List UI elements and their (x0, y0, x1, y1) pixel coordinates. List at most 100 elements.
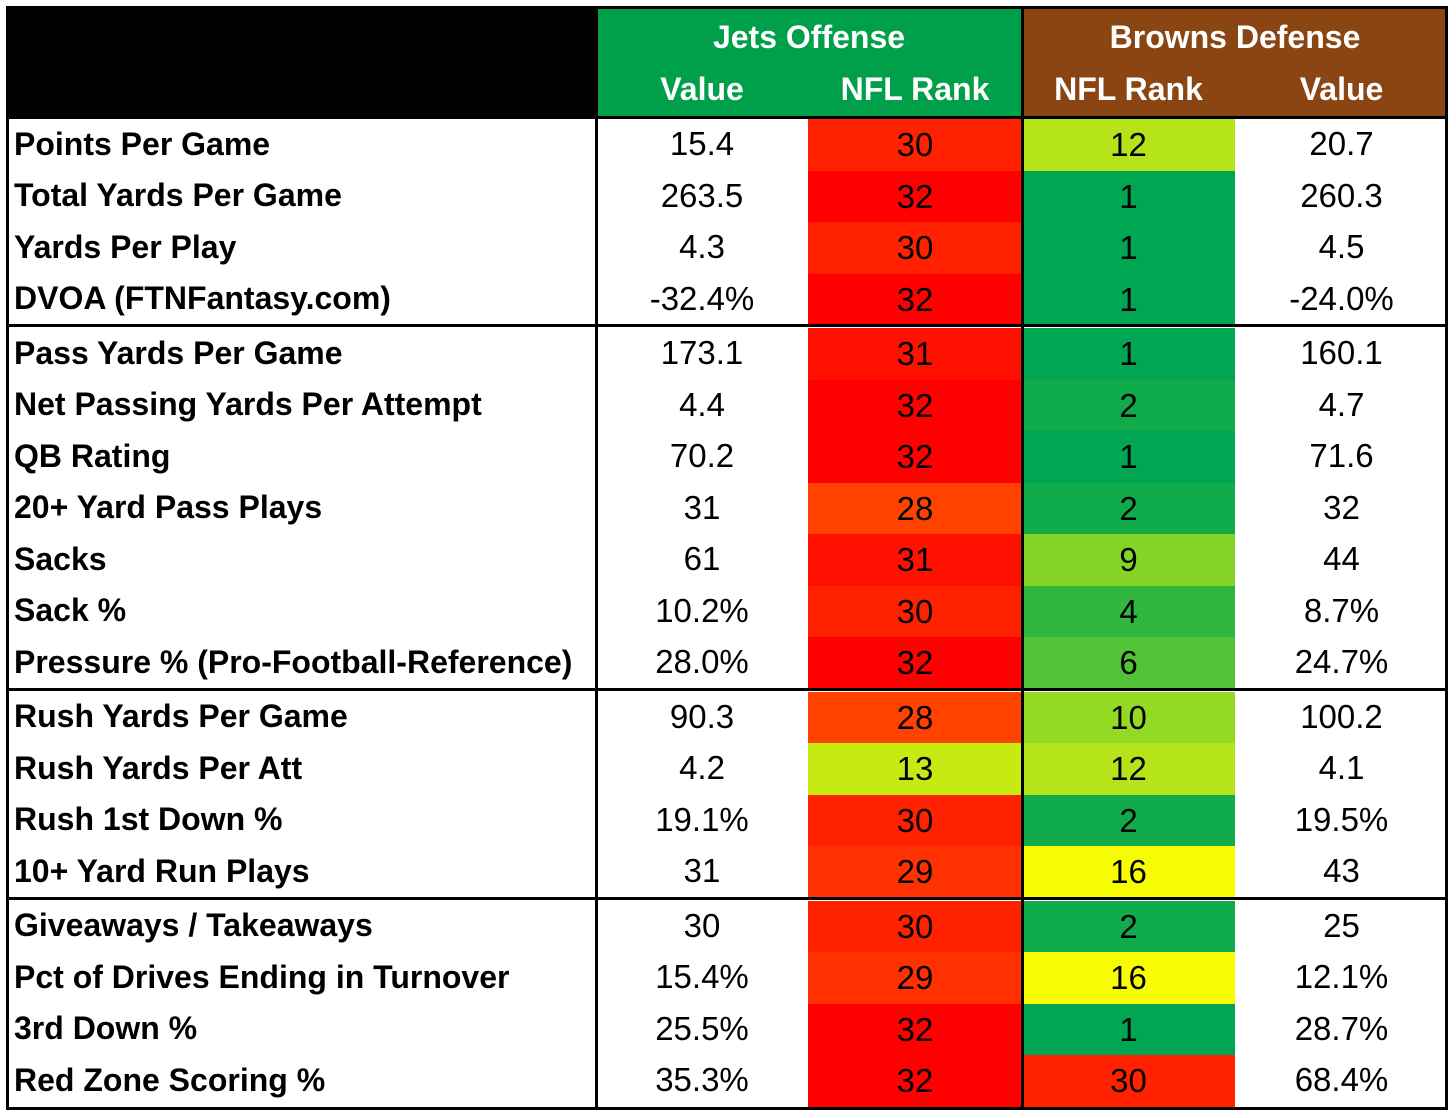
defense-rank: 2 (1022, 379, 1235, 431)
defense-value: 100.2 (1300, 697, 1383, 735)
stat-label: 20+ Yard Pass Plays (14, 489, 323, 526)
border-left (6, 6, 9, 1110)
header-corner (6, 6, 596, 116)
defense-rank-header: NFL Rank (1054, 71, 1203, 107)
offense-value-header: Value (660, 71, 744, 107)
group-divider (6, 896, 1448, 900)
group-divider (6, 687, 1448, 691)
offense-value: 25.5% (655, 1009, 749, 1047)
defense-value: 24.7% (1294, 643, 1389, 681)
column-divider-sides (1021, 6, 1024, 1110)
defense-rank: 2 (1022, 900, 1235, 952)
defense-value: 25 (1323, 906, 1360, 944)
defense-rank: 4 (1022, 585, 1235, 637)
defense-rank: 1 (1022, 1003, 1235, 1055)
offense-rank: 31 (808, 328, 1022, 380)
offense-rank: 29 (808, 952, 1022, 1004)
border-top (6, 6, 1448, 9)
offense-value: 30 (683, 906, 721, 944)
stat-label: Rush Yards Per Att (14, 749, 303, 786)
stat-label: Sack % (14, 592, 127, 629)
defense-value: 20.7 (1309, 125, 1374, 163)
defense-rank: 9 (1022, 534, 1235, 586)
defense-value: 28.7% (1294, 1009, 1389, 1047)
offense-value: 31 (683, 852, 721, 890)
stat-label: Total Yards Per Game (14, 177, 342, 214)
defense-rank: 12 (1022, 743, 1235, 795)
offense-value: 70.2 (669, 437, 735, 475)
offense-value: 10.2% (655, 591, 749, 629)
stat-label: Net Passing Yards Per Attempt (14, 386, 482, 423)
offense-value: 4.3 (679, 228, 725, 266)
stat-label: Giveaways / Takeaways (14, 907, 373, 944)
defense-header-bg (1022, 6, 1448, 116)
offense-rank: 13 (808, 743, 1022, 795)
defense-value: 43 (1323, 852, 1360, 890)
stat-label: 3rd Down % (14, 1010, 198, 1047)
defense-value: 44 (1323, 540, 1360, 578)
offense-rank: 28 (808, 482, 1022, 534)
stats-table: Jets Offense Value NFL Rank Browns Defense N… (6, 6, 1448, 1110)
offense-rank: 30 (808, 585, 1022, 637)
defense-rank: 6 (1022, 637, 1235, 689)
offense-rank: 32 (808, 379, 1022, 431)
offense-rank: 32 (808, 170, 1022, 222)
offense-value: 19.1% (655, 800, 749, 838)
defense-value: 32 (1323, 488, 1360, 526)
defense-rank: 1 (1022, 328, 1235, 380)
offense-value: 61 (683, 540, 721, 578)
offense-rank: 30 (808, 794, 1022, 846)
offense-value: -32.4% (649, 279, 755, 317)
offense-value: 35.3% (655, 1061, 749, 1099)
offense-value: 4.2 (679, 749, 725, 787)
offense-rank: 30 (808, 900, 1022, 952)
defense-rank: 1 (1022, 170, 1235, 222)
defense-rank: 2 (1022, 794, 1235, 846)
stat-label: 10+ Yard Run Plays (14, 852, 310, 889)
offense-value: 15.4 (669, 125, 735, 163)
stat-label: QB Rating (14, 437, 171, 474)
stat-label: Points Per Game (14, 125, 271, 162)
defense-value: 160.1 (1300, 334, 1383, 372)
offense-header-bg (596, 6, 1022, 116)
defense-value: -24.0% (1289, 279, 1394, 317)
offense-rank: 32 (808, 431, 1022, 483)
offense-rank: 30 (808, 222, 1022, 274)
offense-value: 90.3 (669, 697, 735, 735)
stat-label: Yards Per Play (14, 228, 237, 265)
offense-rank: 32 (808, 1055, 1022, 1107)
offense-rank: 29 (808, 846, 1022, 898)
stat-label: Pressure % (Pro-Football-Reference) (14, 643, 573, 680)
defense-value: 8.7% (1303, 591, 1380, 629)
defense-rank: 1 (1022, 222, 1235, 274)
column-divider-label (595, 6, 598, 1110)
offense-rank: 30 (808, 119, 1022, 171)
defense-rank: 30 (1022, 1055, 1235, 1107)
defense-rank: 1 (1022, 431, 1235, 483)
offense-rank: 32 (808, 1003, 1022, 1055)
defense-rank: 16 (1022, 846, 1235, 898)
stat-label: Red Zone Scoring % (14, 1061, 326, 1098)
defense-value: 4.5 (1318, 228, 1365, 266)
border-right (1445, 6, 1448, 1110)
defense-value: 19.5% (1294, 800, 1389, 838)
group-divider (6, 324, 1448, 327)
defense-value: 71.6 (1309, 437, 1374, 475)
defense-value: 4.1 (1318, 749, 1365, 787)
defense-rank: 12 (1022, 119, 1235, 171)
defense-value-header: Value (1299, 71, 1384, 107)
offense-value: 263.5 (660, 176, 744, 214)
stat-label: Rush 1st Down % (14, 801, 283, 838)
defense-value: 68.4% (1294, 1061, 1389, 1099)
stat-label: Sacks (14, 540, 107, 577)
stat-label: Pass Yards Per Game (14, 334, 343, 371)
offense-value: 28.0% (655, 643, 749, 681)
border-bottom (6, 1107, 1448, 1110)
offense-rank: 28 (808, 691, 1022, 743)
defense-value: 260.3 (1300, 176, 1383, 214)
offense-value: 173.1 (660, 334, 744, 372)
defense-rank: 2 (1022, 482, 1235, 534)
header-divider (6, 116, 1448, 119)
defense-value: 4.7 (1318, 385, 1365, 423)
defense-title: Browns Defense (1109, 19, 1361, 55)
